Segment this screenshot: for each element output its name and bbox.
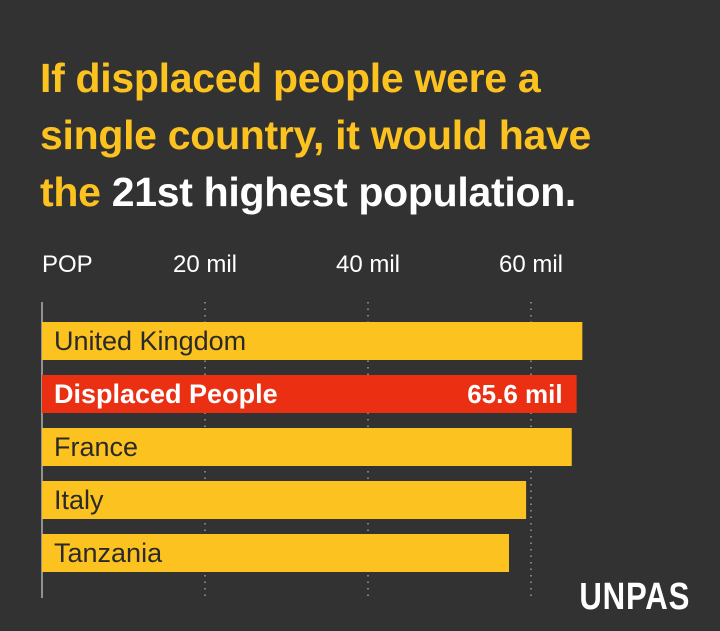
bar-category-label: Displaced People — [54, 379, 278, 409]
bar — [42, 534, 509, 572]
axis-label: POP — [42, 251, 93, 278]
bar — [42, 375, 577, 413]
x-tick-label: 40 mil — [336, 251, 400, 278]
x-tick-label: 20 mil — [173, 251, 237, 278]
watermark-logo: UNPAS — [579, 576, 690, 618]
bar-category-label: Tanzania — [54, 538, 163, 568]
bar-category-label: Italy — [54, 485, 104, 515]
x-tick-label: 60 mil — [499, 251, 563, 278]
bar — [42, 322, 583, 360]
title-line-3-highlight: 21st highest population. — [111, 169, 577, 215]
bar — [42, 428, 572, 466]
chart-title: If displaced people were a single countr… — [40, 50, 700, 221]
bar-data-label: 65.6 mil — [467, 379, 562, 409]
bar-category-label: United Kingdom — [54, 326, 246, 356]
bar — [42, 481, 527, 519]
title-line-3-prefix: the — [40, 169, 101, 215]
title-line-2: single country, it would have — [40, 112, 591, 158]
title-line-1: If displaced people were a — [40, 55, 541, 101]
bar-category-label: France — [54, 432, 138, 462]
